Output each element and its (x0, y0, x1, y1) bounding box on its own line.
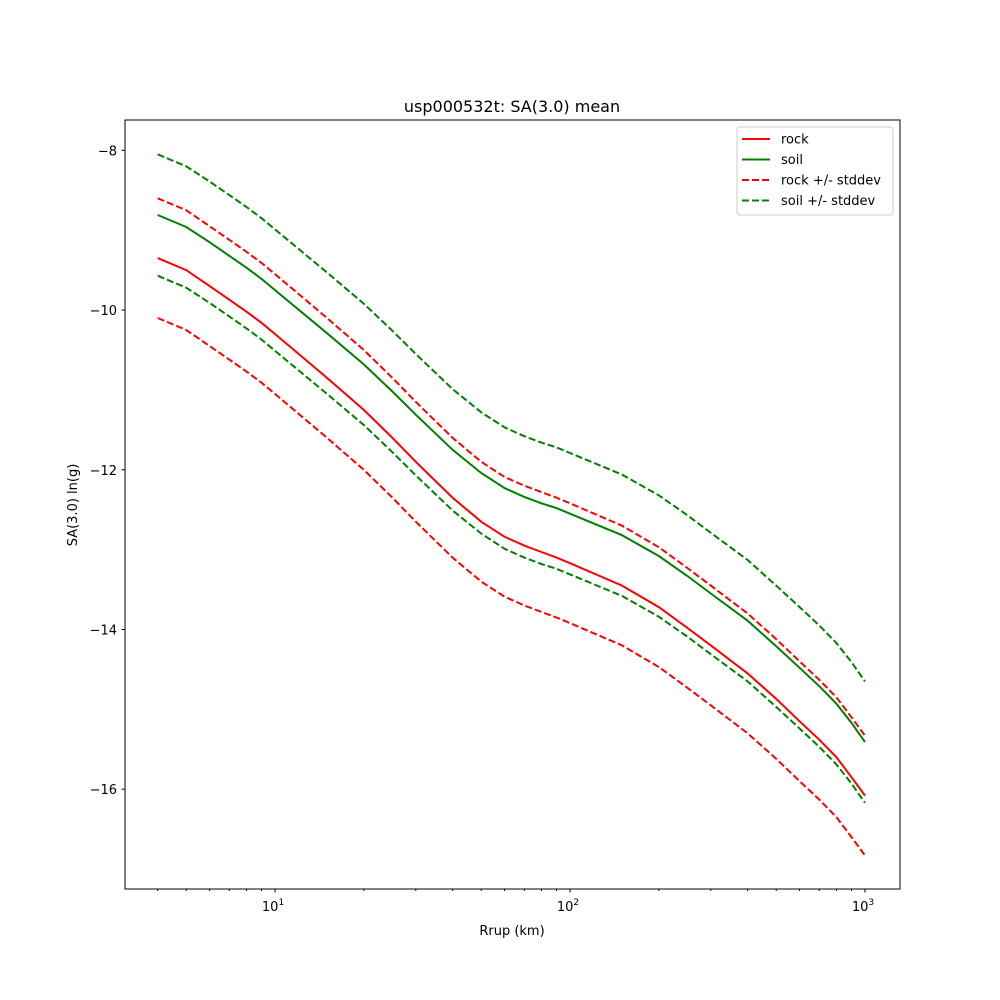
y-axis-label: SA(3.0) ln(g) (66, 464, 81, 547)
plot-frame (124, 119, 901, 890)
x-tick-label: 102 (557, 898, 579, 915)
line-rock-minus-stddev (157, 317, 866, 857)
line-soil-minus-stddev (157, 274, 866, 804)
x-tick-label: 103 (852, 898, 874, 915)
y-tick-label: −12 (90, 464, 117, 479)
legend-frame (736, 126, 894, 216)
y-tick-label: −16 (90, 783, 117, 798)
y-tick-label: −8 (98, 144, 117, 159)
y-tick-label: −14 (90, 623, 117, 638)
x-tick-label: 101 (262, 898, 284, 915)
line-rock-plus-stddev (157, 197, 866, 737)
line-soil-plus-stddev (157, 153, 866, 682)
x-axis-label: Rrup (km) (479, 924, 544, 939)
line-soil (157, 214, 866, 743)
y-tick-label: −10 (90, 304, 117, 319)
legend-label: soil (781, 153, 803, 168)
series-lines (157, 153, 866, 857)
legend-label: rock +/- stddev (781, 174, 881, 189)
legend-label: soil +/- stddev (781, 194, 876, 209)
x-axis: 101 102 103 (157, 889, 874, 915)
y-axis: −8 −10 −12 −14 −16 (90, 144, 125, 798)
chart-title: usp000532t: SA(3.0) mean (404, 97, 620, 116)
legend: rock soil rock +/- stddev soil +/- stddev (736, 126, 894, 216)
line-rock (157, 257, 866, 797)
legend-label: rock (781, 133, 809, 148)
